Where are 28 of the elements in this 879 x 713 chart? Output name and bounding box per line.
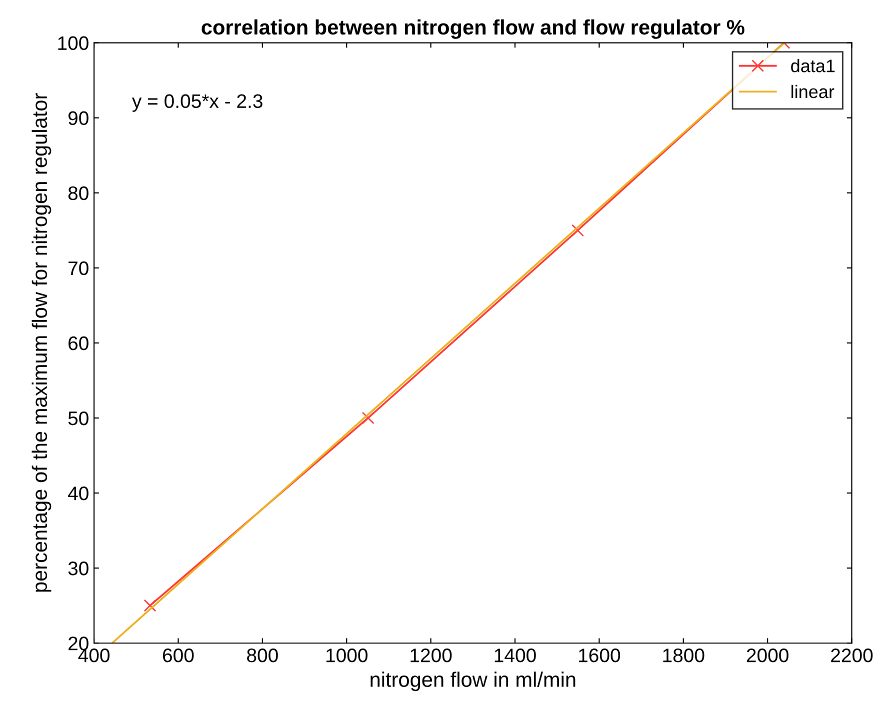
x-tick-label: 600 (163, 648, 194, 662)
legend-label: linear (792, 84, 834, 98)
x-tick-label: 1600 (579, 648, 620, 662)
y-tick-label: 40 (68, 486, 88, 500)
x-tick-label: 1000 (326, 648, 368, 662)
x-axis-title: nitrogen flow in ml/min (370, 672, 576, 692)
chart-title: correlation between nitrogen flow and flow regulator % (202, 19, 744, 39)
annotation: y = 0.05*x - 2.3 (132, 94, 262, 112)
y-tick-label: 60 (68, 336, 88, 350)
x-tick-label: 2000 (746, 648, 788, 662)
y-tick-label: 30 (68, 562, 88, 576)
legend-label: data1 (791, 59, 835, 72)
y-axis-title: percentage of the maximum flow for nitrogen regulator (32, 93, 52, 592)
y-tick-label: 90 (68, 111, 88, 126)
x-tick-label: 2200 (831, 648, 873, 662)
x-tick-label: 400 (78, 648, 110, 662)
y-tick-label: 80 (68, 186, 88, 200)
point (571, 224, 584, 237)
y-tick-label: 20 (68, 636, 88, 650)
x-tick-label: 1400 (494, 648, 536, 662)
point (362, 412, 374, 424)
x-tick-label: 800 (247, 648, 278, 662)
y-tick-label: 100 (58, 36, 88, 50)
y-tick-label: 50 (68, 411, 88, 426)
x-tick-label: 1800 (663, 648, 704, 662)
point (144, 599, 156, 612)
y-tick-label: 70 (68, 261, 88, 276)
x-tick-label: 1200 (410, 648, 452, 662)
